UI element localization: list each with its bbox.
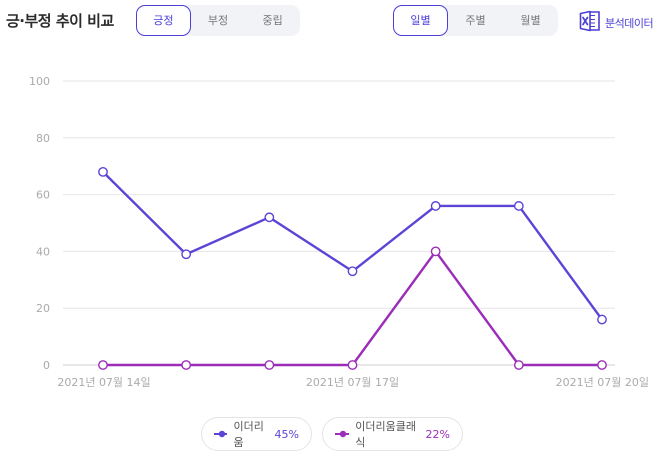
tab-positive[interactable]: 긍정 [136, 5, 191, 36]
data-point[interactable] [430, 201, 441, 211]
legend-name: 이더리움클래식 [355, 420, 417, 449]
legend-item-ethereum-classic[interactable]: 이더리움클래식 22% [322, 417, 463, 451]
data-point[interactable] [98, 360, 108, 370]
data-point[interactable] [181, 249, 192, 260]
y-tick-label: 20 [36, 302, 50, 315]
tab-monthly[interactable]: 월별 [520, 14, 541, 27]
page-title: 긍·부정 추이 비교 [6, 12, 114, 30]
legend-percent: 45% [274, 427, 299, 441]
x-tick-label: 2021년 07월 17일 [306, 375, 399, 389]
period-tab-group: 일별 주별 월별 [393, 5, 558, 36]
analysis-data-label: 분석데이터 [605, 17, 654, 30]
sentiment-tab-group: 긍정 부정 중립 [136, 5, 300, 36]
x-tick-label: 2021년 07월 14일 [57, 375, 150, 389]
y-tick-label: 60 [36, 189, 50, 202]
tab-neutral[interactable]: 중립 [262, 14, 283, 27]
data-point[interactable] [513, 360, 524, 370]
data-point[interactable] [597, 314, 607, 325]
data-point[interactable] [597, 360, 607, 370]
data-point[interactable] [347, 266, 358, 277]
tab-weekly[interactable]: 주별 [465, 14, 486, 27]
analysis-data-button[interactable]: 분석데이터 [579, 10, 654, 36]
excel-icon [579, 10, 601, 36]
data-point[interactable] [347, 360, 358, 370]
tab-daily[interactable]: 일별 [393, 5, 448, 36]
x-axis-ticks: 2021년 07월 14일 2021년 07월 17일 2021년 07월 20일 [57, 375, 649, 389]
tab-negative[interactable]: 부정 [207, 14, 229, 27]
y-tick-label: 0 [43, 359, 50, 372]
legend-percent: 22% [425, 427, 450, 441]
data-point[interactable] [264, 360, 275, 370]
data-point[interactable] [181, 360, 192, 370]
chart-series [98, 166, 607, 370]
chart-grid [63, 80, 615, 366]
legend-item-ethereum[interactable]: 이더리움 45% [201, 417, 312, 451]
y-tick-label: 100 [29, 75, 50, 88]
data-point[interactable] [430, 246, 441, 257]
legend-marker-icon [214, 430, 228, 438]
x-tick-label: 2021년 07월 20일 [556, 375, 649, 389]
data-point[interactable] [264, 212, 275, 223]
legend-marker-icon [335, 430, 350, 438]
data-point[interactable] [513, 201, 524, 211]
legend-name: 이더리움 [233, 420, 264, 449]
series-line [102, 171, 603, 321]
data-point[interactable] [98, 166, 108, 177]
y-tick-label: 80 [36, 132, 50, 145]
y-tick-label: 40 [36, 245, 50, 258]
y-axis-ticks: 0 20 40 60 80 100 [29, 75, 50, 372]
